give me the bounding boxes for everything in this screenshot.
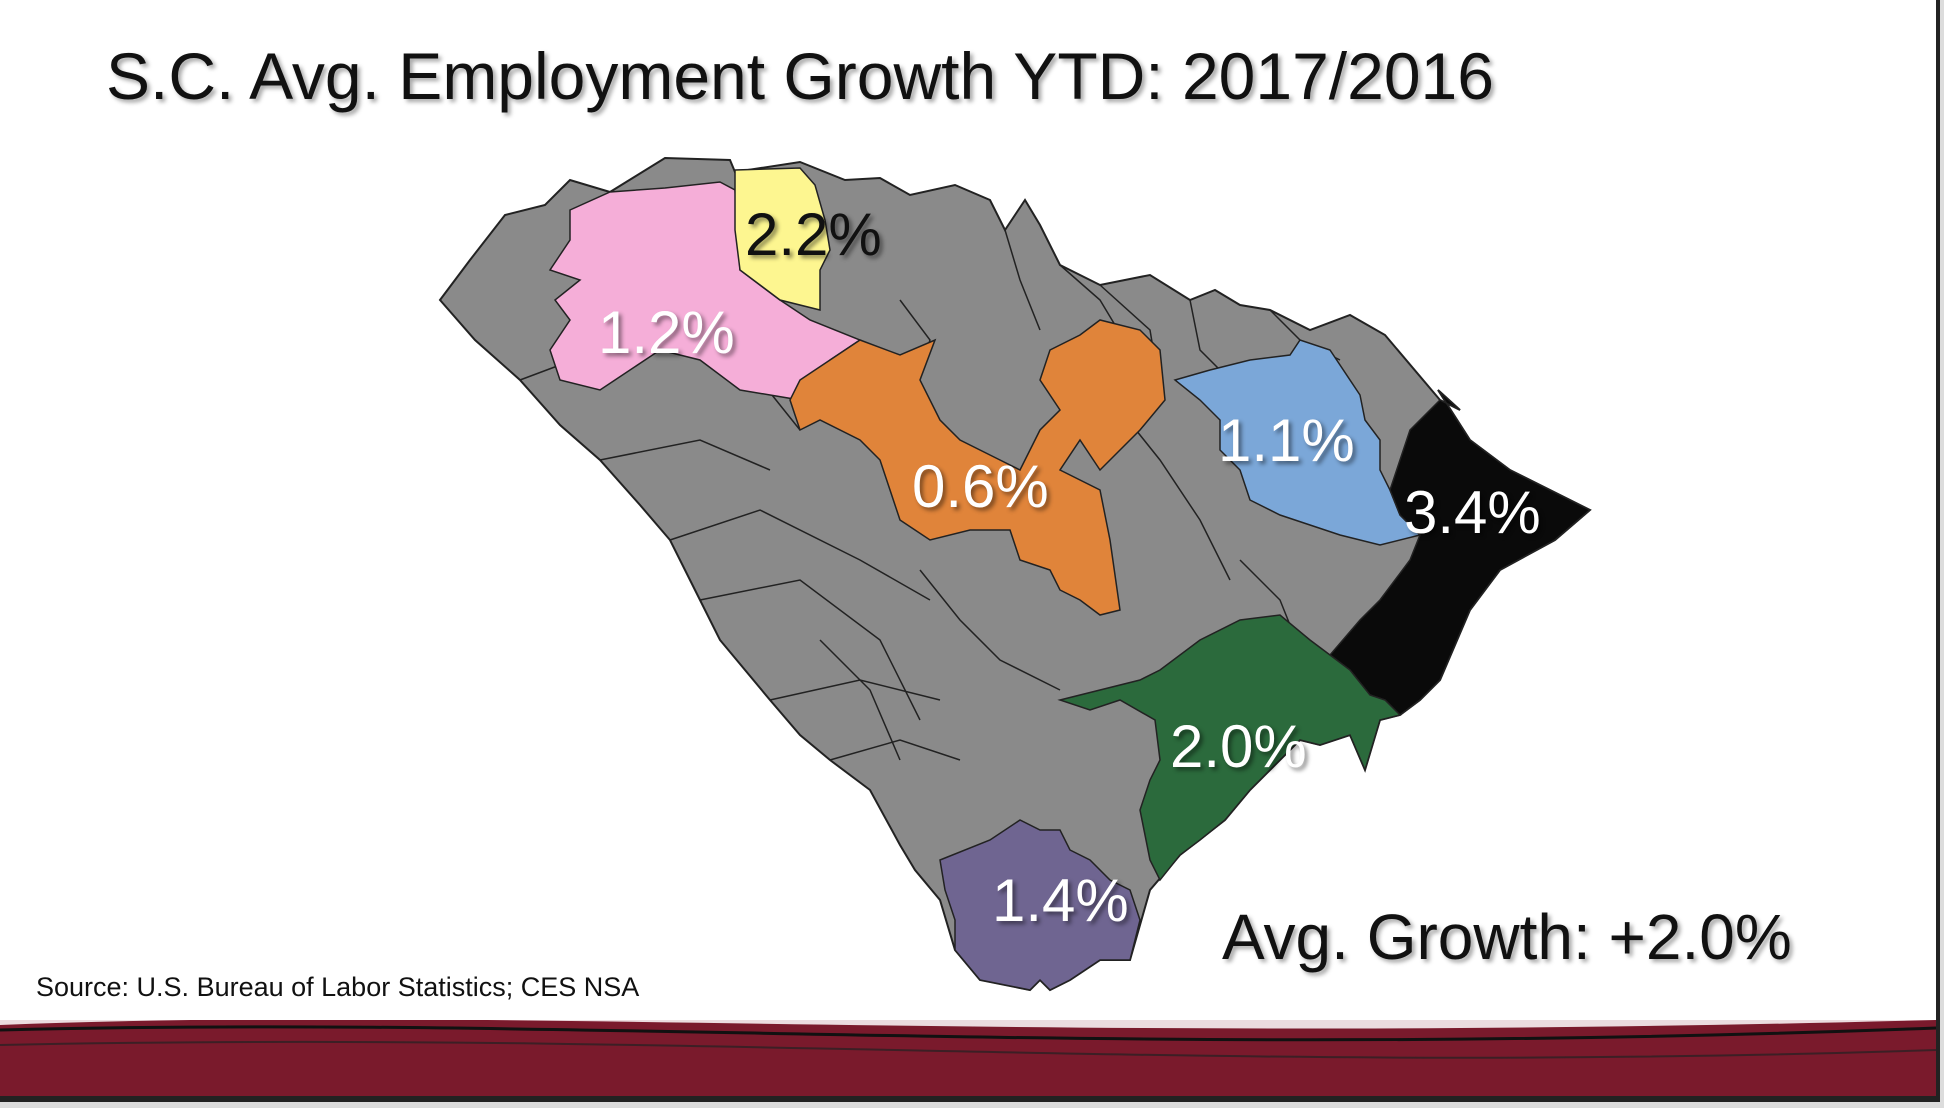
region-label-grand-strand: 3.4% [1404,479,1541,546]
region-upstate-north [734,167,831,311]
region-label-pee-dee: 1.1% [1218,407,1355,474]
region-lowcountry-south [939,819,1141,991]
region-midlands [789,319,1166,616]
region-label-midlands: 0.6% [912,453,1049,520]
region-grand-strand [1328,389,1592,716]
slide-title: S.C. Avg. Employment Growth YTD: 2017/20… [106,39,1494,113]
avg-growth-summary: Avg. Growth: +2.0% [1222,901,1792,973]
region-label-lowcountry-south: 1.4% [992,867,1129,934]
region-label-lowcountry-charleston: 2.0% [1170,713,1307,780]
region-label-upstate-north: 2.2% [745,201,882,268]
source-citation: Source: U.S. Bureau of Labor Statistics;… [36,972,640,1002]
footer-band [0,1004,1936,1096]
region-lowcountry-charleston [1057,614,1402,882]
region-upstate-west [548,181,862,401]
region-label-upstate-west: 1.2% [598,299,735,366]
